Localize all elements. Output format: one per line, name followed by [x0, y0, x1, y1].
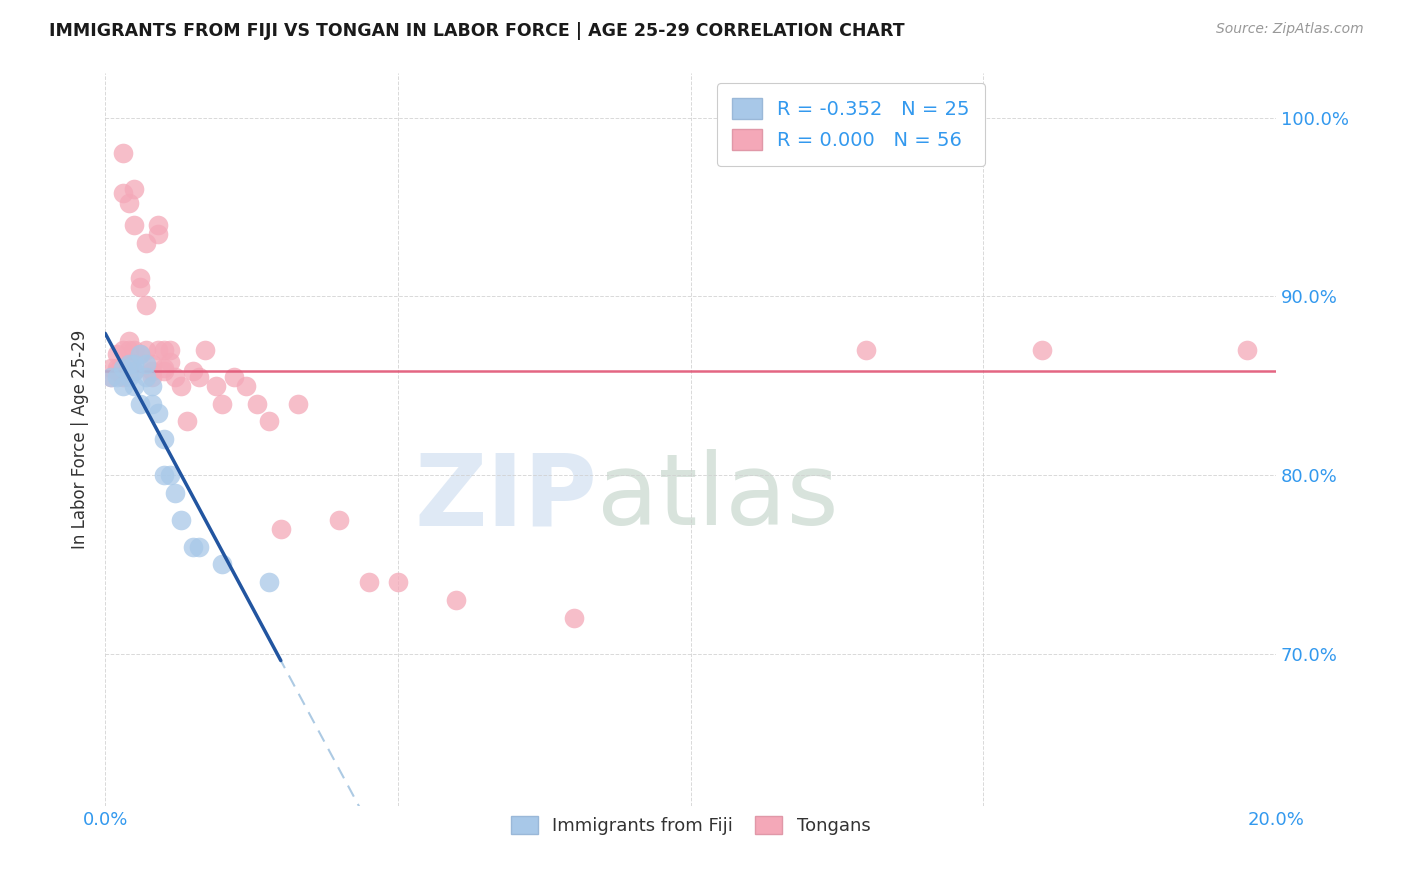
Point: [117, 334, 139, 348]
Point: [117, 343, 139, 357]
Point: [111, 360, 134, 375]
Text: atlas: atlas: [598, 450, 838, 547]
Point: [135, 235, 157, 250]
Point: [129, 271, 152, 285]
Point: [141, 396, 163, 410]
Point: [165, 369, 187, 384]
Point: [170, 378, 193, 392]
Point: [124, 364, 146, 378]
Point: [124, 218, 146, 232]
Point: [222, 369, 245, 384]
Point: [135, 343, 157, 357]
Point: [159, 343, 181, 357]
Point: [124, 343, 146, 357]
Point: [211, 396, 233, 410]
Point: [146, 405, 169, 419]
Point: [159, 355, 181, 369]
Point: [135, 369, 157, 384]
Point: [287, 396, 309, 410]
Text: ZIP: ZIP: [413, 450, 598, 547]
Point: [211, 558, 233, 572]
Text: IMMIGRANTS FROM FIJI VS TONGAN IN LABOR FORCE | AGE 25-29 CORRELATION CHART: IMMIGRANTS FROM FIJI VS TONGAN IN LABOR …: [49, 22, 905, 40]
Point: [205, 378, 228, 392]
Point: [124, 357, 146, 371]
Point: [165, 486, 187, 500]
Point: [146, 227, 169, 241]
Point: [187, 540, 209, 554]
Point: [562, 611, 585, 625]
Point: [176, 415, 198, 429]
Point: [124, 182, 146, 196]
Point: [111, 369, 134, 384]
Point: [129, 346, 152, 360]
Point: [124, 378, 146, 392]
Point: [1236, 343, 1258, 357]
Point: [135, 357, 157, 371]
Point: [159, 468, 181, 483]
Point: [1031, 343, 1053, 357]
Point: [117, 369, 139, 384]
Point: [357, 575, 380, 590]
Point: [181, 364, 204, 378]
Point: [187, 369, 209, 384]
Point: [124, 364, 146, 378]
Point: [111, 343, 134, 357]
Point: [152, 360, 174, 375]
Point: [146, 218, 169, 232]
Point: [257, 575, 280, 590]
Point: [387, 575, 409, 590]
Point: [141, 364, 163, 378]
Point: [129, 280, 152, 294]
Point: [152, 433, 174, 447]
Point: [111, 146, 134, 161]
Point: [135, 298, 157, 312]
Point: [129, 396, 152, 410]
Point: [141, 378, 163, 392]
Point: [152, 343, 174, 357]
Point: [235, 378, 257, 392]
Point: [105, 369, 128, 384]
Legend: Immigrants from Fiji, Tongans: Immigrants from Fiji, Tongans: [502, 807, 879, 845]
Point: [111, 186, 134, 200]
Point: [181, 540, 204, 554]
Point: [105, 364, 128, 378]
Point: [270, 522, 292, 536]
Point: [170, 513, 193, 527]
Point: [152, 468, 174, 483]
Point: [117, 357, 139, 371]
Point: [328, 513, 350, 527]
Point: [117, 357, 139, 371]
Point: [105, 360, 128, 375]
Point: [446, 593, 468, 607]
Point: [246, 396, 269, 410]
Point: [100, 369, 122, 384]
Point: [152, 364, 174, 378]
Point: [129, 346, 152, 360]
Point: [100, 360, 122, 375]
Point: [257, 415, 280, 429]
Point: [105, 346, 128, 360]
Point: [111, 378, 134, 392]
Point: [100, 369, 122, 384]
Point: [146, 343, 169, 357]
Point: [194, 343, 217, 357]
Text: Source: ZipAtlas.com: Source: ZipAtlas.com: [1216, 22, 1364, 37]
Y-axis label: In Labor Force | Age 25-29: In Labor Force | Age 25-29: [72, 330, 89, 549]
Point: [117, 196, 139, 211]
Point: [141, 357, 163, 371]
Point: [141, 369, 163, 384]
Point: [855, 343, 877, 357]
